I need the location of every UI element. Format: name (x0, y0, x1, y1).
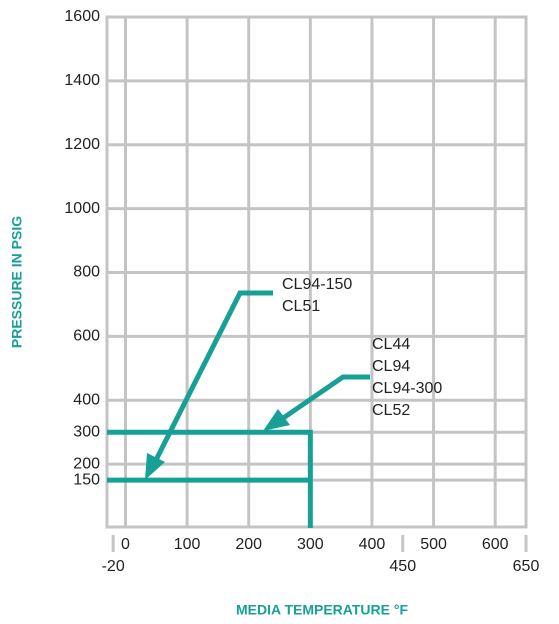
annotation-arrows (150, 290, 370, 468)
y-tick-label: 1400 (64, 72, 100, 89)
x-tick-label: 300 (297, 536, 324, 553)
y-tick-label: 200 (73, 455, 100, 472)
y-tick-label: 800 (73, 264, 100, 281)
arrow (150, 290, 273, 468)
annotation-text: CL94-150 (282, 276, 352, 293)
x-axis-title: MEDIA TEMPERATURE °F (236, 602, 408, 618)
annotation-text: CL94-300 (372, 380, 442, 397)
arrow-head (263, 409, 290, 431)
annotations: CL94-150 CL51 CL44 CL94 CL94-300 CL52 (282, 276, 442, 419)
annotation-text: CL51 (282, 298, 320, 315)
y-tick-label: 600 (73, 328, 100, 345)
arrow-head (145, 453, 165, 480)
y-tick-label: 1000 (64, 200, 100, 217)
y-axis-title: PRESSURE IN PSIG (9, 216, 25, 348)
x-tick-label: 450 (389, 558, 416, 575)
x-tick-label: 500 (420, 536, 447, 553)
rating-line (107, 429, 313, 528)
plot-frame (105, 15, 528, 529)
arrow (274, 374, 370, 426)
x-tick-label: 400 (359, 536, 386, 553)
x-tick-label: 600 (482, 536, 509, 553)
x-tick-label: 100 (174, 536, 201, 553)
annotation-text: CL94 (372, 358, 410, 375)
x-tick-label: 200 (235, 536, 262, 553)
x-tick-label: 650 (513, 558, 540, 575)
y-tick-label: 1600 (64, 8, 100, 25)
y-tick-label: 1200 (64, 136, 100, 153)
series-layer (107, 429, 313, 528)
annotation-text: CL52 (372, 402, 410, 419)
grid (107, 15, 528, 552)
y-tick-label: 300 (73, 423, 100, 440)
x-tick-label: -20 (102, 558, 125, 575)
x-tick-label: 0 (121, 536, 130, 553)
y-tick-label: 400 (73, 391, 100, 408)
annotation-text: CL44 (372, 336, 410, 353)
y-tick-label: 150 (73, 471, 100, 488)
